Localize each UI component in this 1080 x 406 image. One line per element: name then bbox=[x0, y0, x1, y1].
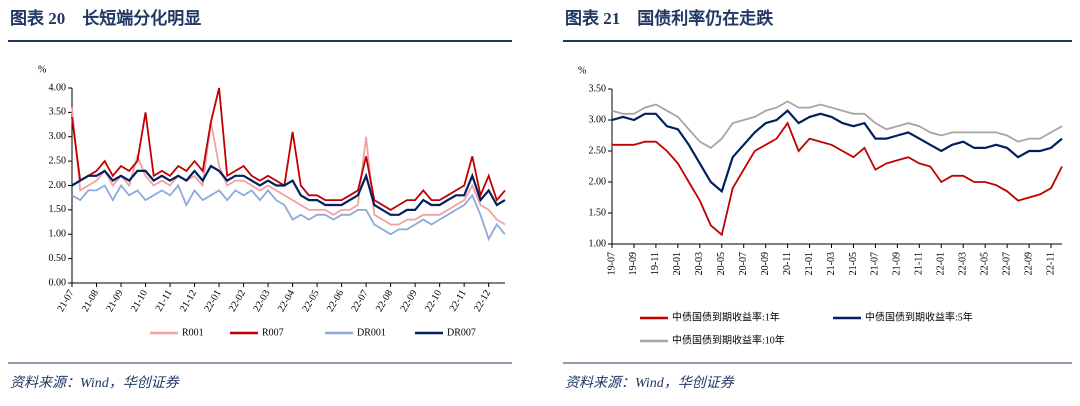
x-tick-label: 20-11 bbox=[782, 252, 793, 275]
x-tick-label: 22-05 bbox=[300, 288, 321, 314]
y-tick-label: 2.00 bbox=[589, 176, 607, 187]
legend-label: 中债国债到期收益率:10年 bbox=[672, 333, 785, 346]
x-tick-label: 22-08 bbox=[374, 288, 395, 314]
legend-label: DR007 bbox=[447, 327, 476, 338]
x-tick-label: 20-09 bbox=[760, 252, 771, 275]
x-tick-label: 22-04 bbox=[276, 288, 297, 314]
source: 资料来源：Wind，华创证券 bbox=[565, 375, 735, 391]
x-tick-label: 20-03 bbox=[694, 252, 705, 275]
x-tick-label: 20-07 bbox=[738, 252, 749, 275]
x-tick-label: 22-01 bbox=[936, 252, 947, 275]
x-tick-label: 22-03 bbox=[958, 252, 969, 275]
x-tick-label: 22-05 bbox=[979, 252, 990, 275]
x-tick-label: 19-09 bbox=[628, 252, 639, 275]
legend-label: R007 bbox=[262, 327, 284, 338]
x-tick-label: 22-06 bbox=[325, 288, 346, 314]
x-tick-label: 22-09 bbox=[1023, 252, 1034, 275]
series-line bbox=[71, 183, 506, 242]
x-tick-label: 20-05 bbox=[716, 252, 727, 275]
legend-label: DR001 bbox=[357, 327, 386, 338]
series-line bbox=[612, 121, 1063, 237]
series-line bbox=[71, 107, 506, 226]
y-tick-label: 0.00 bbox=[49, 277, 67, 288]
x-tick-label: 21-05 bbox=[848, 252, 859, 275]
x-tick-label: 22-03 bbox=[251, 288, 272, 314]
series-line bbox=[611, 100, 1063, 149]
y-unit: % bbox=[38, 64, 46, 75]
y-unit: % bbox=[578, 65, 586, 76]
y-tick-label: 1.00 bbox=[49, 229, 67, 240]
x-tick-label: 21-11 bbox=[914, 252, 925, 275]
x-tick-label: 19-11 bbox=[650, 252, 661, 275]
x-tick-label: 22-07 bbox=[1001, 252, 1012, 275]
chart-title: 图表 20 长短端分化明显 bbox=[10, 8, 201, 28]
x-tick-label: 21-09 bbox=[892, 252, 903, 275]
y-tick-label: 1.50 bbox=[589, 207, 607, 218]
legend-label: R001 bbox=[182, 327, 204, 338]
x-tick-label: 19-07 bbox=[606, 252, 617, 275]
legend-label: 中债国债到期收益率:1年 bbox=[672, 310, 780, 323]
y-tick-label: 0.50 bbox=[49, 253, 67, 264]
x-tick-label: 22-01 bbox=[202, 288, 223, 314]
x-tick-label: 22-10 bbox=[423, 288, 444, 314]
source: 资料来源：Wind，华创证券 bbox=[10, 375, 180, 391]
series-line bbox=[71, 87, 506, 211]
x-tick-label: 21-08 bbox=[80, 288, 101, 314]
y-tick-label: 3.50 bbox=[49, 107, 67, 118]
x-tick-label: 21-12 bbox=[178, 288, 199, 314]
series-line bbox=[71, 164, 506, 216]
y-tick-label: 3.00 bbox=[589, 114, 607, 125]
y-tick-label: 4.00 bbox=[49, 82, 67, 93]
x-tick-label: 21-07 bbox=[55, 288, 76, 314]
y-tick-label: 2.50 bbox=[49, 155, 67, 166]
x-tick-label: 21-11 bbox=[154, 288, 175, 313]
y-tick-label: 2.50 bbox=[589, 145, 607, 156]
x-tick-label: 22-02 bbox=[227, 288, 248, 314]
x-tick-label: 22-11 bbox=[1045, 252, 1056, 275]
legend-label: 中债国债到期收益率:5年 bbox=[865, 310, 973, 323]
y-tick-label: 1.00 bbox=[589, 238, 607, 249]
x-tick-label: 20-01 bbox=[672, 252, 683, 275]
y-tick-label: 2.00 bbox=[49, 180, 67, 191]
x-tick-label: 21-03 bbox=[826, 252, 837, 275]
series-line bbox=[611, 109, 1063, 194]
x-tick-label: 21-09 bbox=[104, 288, 125, 314]
y-tick-label: 3.00 bbox=[49, 131, 67, 142]
x-tick-label: 22-11 bbox=[448, 288, 469, 313]
x-tick-label: 22-07 bbox=[350, 288, 371, 314]
x-tick-label: 22-12 bbox=[472, 288, 493, 314]
chart-title: 图表 21 国债利率仍在走跌 bbox=[565, 8, 774, 28]
y-tick-label: 1.50 bbox=[49, 204, 67, 215]
y-tick-label: 3.50 bbox=[589, 83, 607, 94]
x-tick-label: 22-09 bbox=[399, 288, 420, 314]
x-tick-label: 21-07 bbox=[870, 252, 881, 275]
x-tick-label: 21-10 bbox=[129, 288, 150, 314]
x-tick-label: 21-01 bbox=[804, 252, 815, 275]
